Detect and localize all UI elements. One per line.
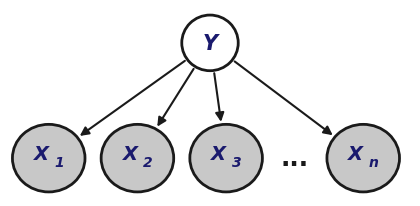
Text: X: X <box>211 144 226 163</box>
Ellipse shape <box>101 125 174 192</box>
Text: Y: Y <box>202 34 218 54</box>
Text: ...: ... <box>281 146 309 170</box>
Text: n: n <box>369 155 379 169</box>
Ellipse shape <box>327 125 399 192</box>
Ellipse shape <box>182 16 238 71</box>
Text: 2: 2 <box>143 155 153 169</box>
Ellipse shape <box>190 125 262 192</box>
Text: 3: 3 <box>232 155 242 169</box>
Text: X: X <box>123 144 138 163</box>
Text: 1: 1 <box>55 155 64 169</box>
Ellipse shape <box>13 125 85 192</box>
Text: X: X <box>349 144 363 163</box>
Text: X: X <box>34 144 49 163</box>
